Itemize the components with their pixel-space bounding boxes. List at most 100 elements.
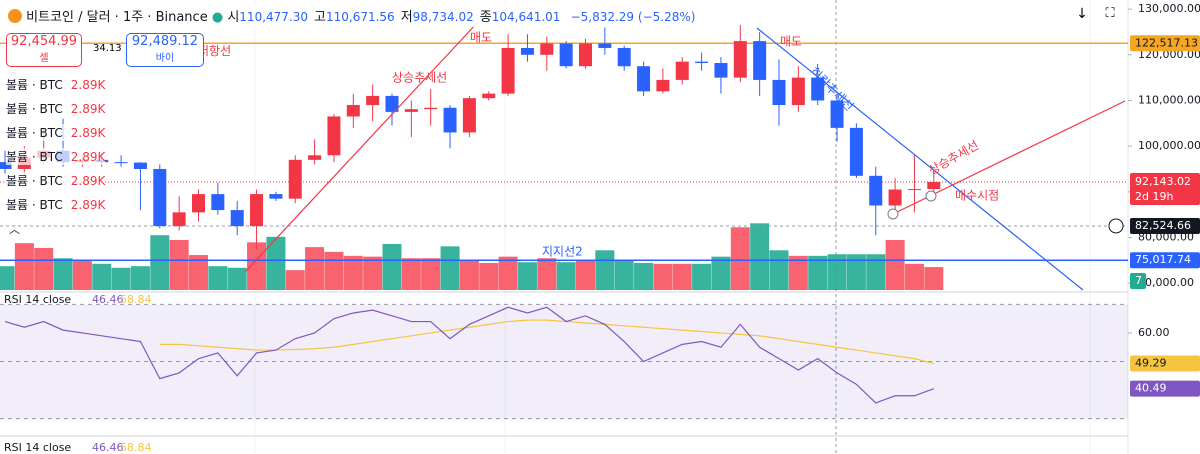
candle-body [288, 159, 302, 199]
legend-label: 볼륨 · BTC [6, 150, 63, 164]
volume-bar [14, 243, 34, 290]
candle-body [656, 79, 670, 92]
rsi-reading: 46.46 [92, 441, 124, 454]
legend-label: 볼륨 · BTC [6, 174, 63, 188]
volume-bar [208, 266, 228, 290]
sell-label: 셀 [39, 53, 49, 64]
y-tick-label: 110,000.00 [1138, 93, 1200, 106]
legend-value: 2.89K [70, 126, 106, 140]
candle-body [695, 61, 709, 64]
annotation: 상승추세선 [392, 71, 447, 85]
trend-line [756, 27, 1084, 291]
legend-row: 볼륨 · BTC 2.89K [6, 124, 106, 141]
rsi-band [0, 304, 1128, 419]
volume-bar [0, 266, 15, 290]
volume-bar [72, 259, 92, 290]
rsi-title: RSI 14 close [4, 293, 71, 306]
volume-bar [421, 258, 441, 290]
volume-bar [150, 235, 170, 290]
candle-body [482, 93, 496, 99]
candle-body [598, 43, 612, 48]
sell-button[interactable]: 92,454.99 셀 [6, 33, 82, 67]
candle-body [0, 162, 12, 169]
coin-icon [8, 9, 22, 23]
buy-button[interactable]: 92,489.12 바이 [126, 33, 204, 67]
trend-line [244, 21, 479, 273]
volume-bar [53, 258, 73, 290]
legend-label: 볼륨 · BTC [6, 126, 63, 140]
symbol[interactable]: 비트코인 / 달러 · 1주 · Binance [26, 10, 208, 25]
candle-body [327, 116, 341, 156]
legend-row: 볼륨 · BTC 2.89K [6, 172, 106, 189]
volume-bar [595, 250, 615, 290]
volume-bar [808, 255, 828, 290]
legend-label: 볼륨 · BTC [6, 102, 63, 116]
y-tick-label: 70,000.00 [1138, 276, 1194, 289]
anchor-point [887, 208, 899, 220]
annotation: 매도 [780, 35, 802, 49]
volume-bar [305, 247, 325, 290]
volume-bar [711, 256, 731, 290]
volume-bar [130, 266, 150, 290]
legend-value: 2.89K [70, 174, 106, 188]
rsi-reading: 58.84 [120, 293, 152, 306]
volume-bar [769, 250, 789, 290]
volume-bar [382, 243, 402, 290]
volume-bar [343, 255, 363, 290]
legend-row: 볼륨 · BTC 2.89K [6, 148, 106, 165]
volume-badge-label: 7 [1135, 274, 1142, 287]
fullscreen-button[interactable]: ⛶ [1105, 6, 1115, 21]
volume-bar [556, 262, 576, 290]
candle-body [443, 107, 457, 133]
price-badge [1130, 35, 1200, 52]
legend-label: 볼륨 · BTC [6, 78, 63, 92]
candle-body [753, 41, 767, 80]
volume-bar [730, 227, 750, 290]
price-badge [1130, 173, 1200, 206]
candle-body [153, 168, 167, 227]
price-badge-label: 122,517.13 [1135, 36, 1198, 49]
candle-body [733, 41, 747, 78]
volume-bar [904, 263, 924, 290]
candle-body [250, 194, 264, 227]
candle-body [791, 77, 805, 106]
price-line-name: 저항선 [198, 44, 231, 58]
y-tick-label: 100,000.00 [1138, 139, 1200, 152]
volume-bar [459, 259, 479, 290]
rsi-line [4, 306, 935, 404]
candle-body [637, 66, 651, 92]
candle-body [462, 98, 476, 133]
volume-bar [479, 263, 499, 290]
candle-body [172, 212, 186, 227]
rsi-reading: 46.46 [92, 293, 124, 306]
ohlc-value: 110,477.30 [239, 10, 309, 24]
volume-bar [634, 263, 654, 290]
volume-bar [537, 258, 557, 290]
ohlc-value: 98,734.02 [412, 10, 474, 24]
collapse-button[interactable]: ︿ [9, 223, 20, 236]
ohlc-value: 110,671.56 [325, 10, 395, 24]
legend-row: 볼륨 · BTC 2.89K [6, 100, 106, 117]
symbol-header: 비트코인 / 달러 · 1주 · Binance ● 시110,477.30 고1… [4, 4, 700, 27]
volume-bar [517, 262, 537, 290]
volume-bar [827, 254, 847, 290]
ohlc-label: 고 [314, 10, 326, 25]
candle-body [230, 210, 244, 227]
rsi-title: RSI 14 close [4, 441, 71, 454]
volume-bar [266, 236, 286, 290]
price-badge [1130, 355, 1200, 372]
last-price-label: 92,143.02 [1135, 175, 1191, 188]
price-badge-label: 82,524.66 [1135, 219, 1191, 232]
download-button[interactable]: ↓ [1076, 6, 1088, 22]
candle-body [888, 189, 902, 206]
volume-bar [885, 239, 905, 290]
volume-bar [653, 263, 673, 290]
rsi-ma-line [159, 319, 934, 365]
candle-body [114, 162, 128, 164]
candle-body [424, 107, 438, 110]
price-badge-label: 75,017.74 [1135, 253, 1191, 266]
legend-value: 2.89K [70, 150, 106, 164]
change: −5,832.29 (−5.28%) [570, 10, 696, 24]
